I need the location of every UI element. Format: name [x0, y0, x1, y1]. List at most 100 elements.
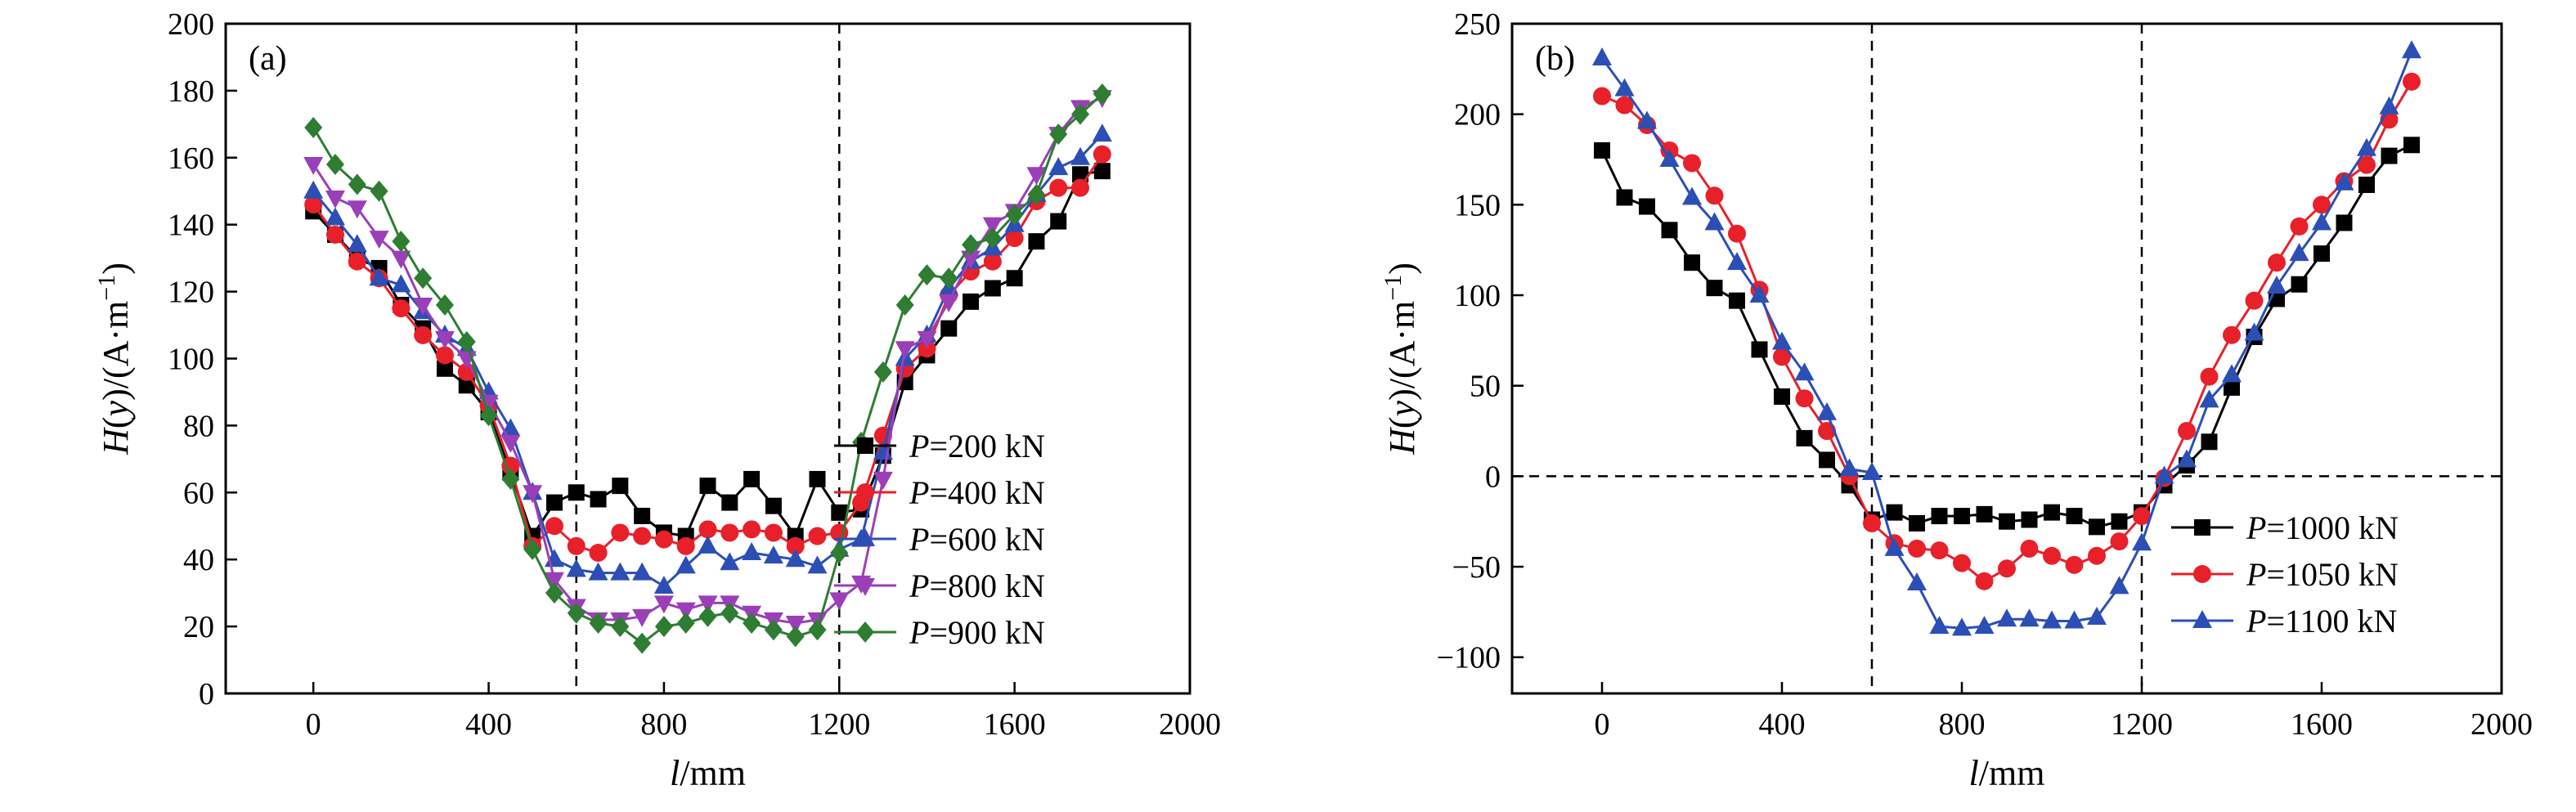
data-point: [2224, 379, 2240, 396]
y-tick-label: 80: [183, 409, 214, 443]
data-point: [1614, 78, 1635, 96]
data-point: [743, 612, 761, 635]
data-point: [1930, 541, 1949, 560]
data-point: [2132, 532, 2152, 551]
data-point: [785, 616, 806, 635]
y-tick-label: 100: [168, 343, 214, 377]
data-point: [742, 542, 762, 561]
data-point: [2358, 177, 2375, 194]
data-point: [2291, 276, 2308, 293]
data-point: [1929, 616, 1950, 635]
data-point: [698, 535, 718, 554]
data-point: [1070, 146, 1091, 165]
data-point: [1593, 87, 1611, 105]
data-point: [1796, 429, 1813, 446]
data-point: [895, 341, 915, 360]
data-point: [939, 294, 959, 312]
data-point: [2379, 96, 2399, 114]
data-point: [347, 234, 367, 253]
data-point: [2110, 532, 2129, 551]
data-point: [2290, 217, 2309, 236]
data-point: [1071, 103, 1090, 125]
data-point: [676, 612, 695, 635]
data-point: [2044, 504, 2060, 521]
legend-marker: [2193, 565, 2211, 583]
data-point: [2111, 513, 2128, 530]
data-point: [2313, 245, 2330, 262]
data-point: [545, 494, 563, 511]
x-axis-label: l/mm: [1969, 753, 2045, 793]
data-point: [1795, 389, 1814, 408]
x-tick-label: 400: [1759, 707, 1806, 742]
x-tick-label: 2000: [1159, 707, 1221, 742]
data-point: [610, 562, 631, 581]
data-point: [1997, 608, 2017, 627]
data-point: [720, 602, 739, 624]
data-point: [2312, 212, 2331, 231]
data-point: [1749, 285, 1770, 303]
data-point: [2223, 325, 2241, 344]
y-axis-label: H(y)/(A·m−1): [93, 262, 136, 455]
series-3: [1592, 40, 2421, 636]
data-point: [940, 267, 958, 289]
data-point: [809, 470, 826, 487]
y-tick-label: 200: [1454, 98, 1501, 132]
data-point: [325, 153, 344, 175]
data-point: [566, 559, 586, 577]
data-point: [654, 530, 673, 549]
data-point: [1050, 213, 1067, 230]
legend: P=1000 kN P=1050 kN P=1100 kN: [2171, 509, 2399, 639]
legend-marker: [855, 578, 875, 596]
data-point: [589, 612, 608, 635]
data-point: [1706, 280, 1723, 297]
data-point: [1999, 513, 2015, 530]
data-point: [392, 231, 411, 253]
series-line: [1601, 81, 2413, 583]
y-tick-label: 200: [168, 7, 214, 42]
data-point: [786, 536, 805, 555]
data-point: [1886, 504, 1903, 521]
data-point: [303, 156, 324, 175]
y-tick-label: 50: [1470, 370, 1501, 404]
data-point: [1049, 178, 1068, 197]
x-tick-label: 800: [640, 707, 687, 742]
data-point: [413, 297, 433, 316]
x-tick-label: 800: [1939, 707, 1986, 742]
x-axis-label: l/mm: [670, 753, 746, 793]
data-point: [2357, 137, 2376, 156]
data-point: [808, 619, 827, 641]
data-point: [348, 252, 366, 271]
data-point: [588, 562, 608, 581]
data-point: [1026, 167, 1047, 186]
plot-frame: [224, 22, 1192, 695]
panel-label: (a): [249, 40, 287, 78]
data-point: [589, 544, 608, 563]
y-tick-label: 160: [168, 141, 214, 176]
data-point: [785, 549, 806, 568]
data-point: [2066, 508, 2083, 525]
data-point: [523, 485, 543, 504]
data-point: [1774, 388, 1790, 405]
data-point: [675, 555, 696, 574]
data-point: [2087, 607, 2107, 626]
data-point: [2336, 214, 2353, 231]
data-point: [2267, 275, 2287, 294]
data-point: [325, 225, 344, 244]
data-point: [1952, 617, 1972, 636]
data-point: [764, 619, 783, 641]
y-tick-label: 150: [1454, 188, 1501, 222]
data-point: [1027, 183, 1046, 205]
data-point: [940, 320, 958, 337]
data-point: [501, 456, 520, 475]
data-point: [2088, 546, 2106, 565]
data-point: [392, 299, 411, 318]
legend-marker: [2192, 610, 2212, 628]
data-point: [1863, 514, 1881, 532]
data-point: [2042, 610, 2062, 629]
y-tick-label: 20: [183, 610, 214, 644]
data-point: [676, 536, 695, 555]
data-point: [1072, 166, 1089, 183]
data-point: [1704, 212, 1725, 231]
data-point: [633, 527, 652, 545]
y-tick-label: 180: [168, 74, 214, 109]
